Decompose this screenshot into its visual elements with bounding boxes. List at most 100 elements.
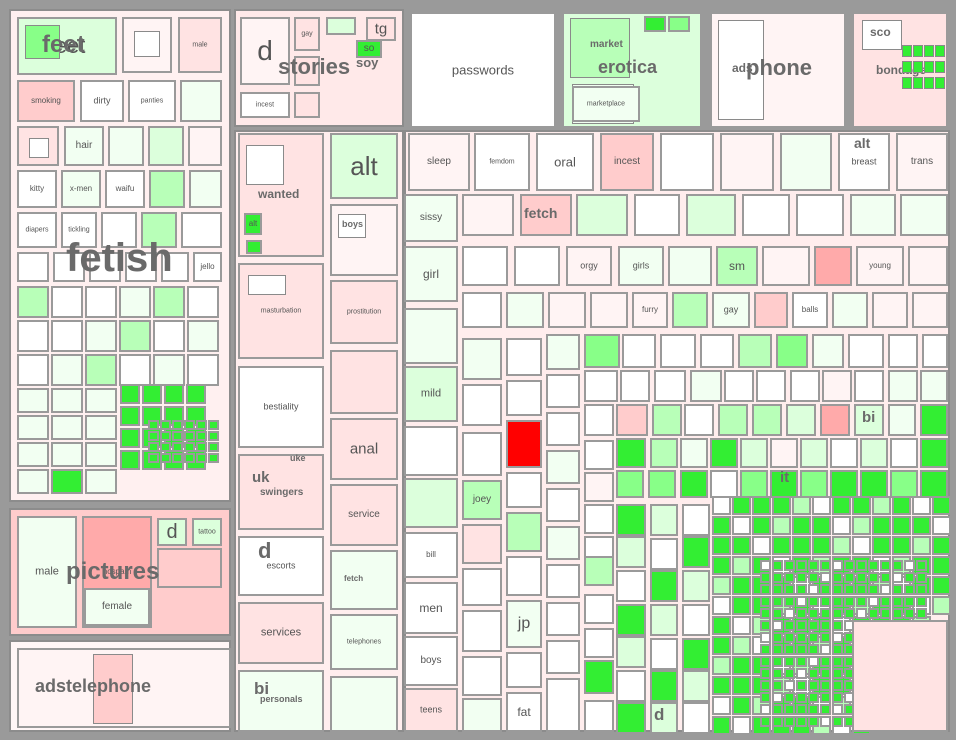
treemap-cell-c6 [180,80,222,122]
treemap-cell-c298 [682,670,710,702]
treemap-cell-c468 [760,596,771,607]
treemap-cell-c282 [616,604,646,636]
treemap-cell-c330 [832,536,851,555]
treemap-cell-c50 [51,415,83,440]
treemap-cell-men: men [404,582,458,634]
treemap-cell-c494 [904,608,915,619]
treemap-cell-c16 [189,170,222,208]
treemap-cell-c40 [17,354,49,386]
treemap-cell-c265 [830,470,858,498]
treemap-cell-c182 [404,426,458,476]
treemap-cell-c214 [546,640,580,674]
treemap-label-telephones: telephones [346,638,382,646]
treemap-cell-c274 [584,556,614,586]
treemap-cell-c233 [822,370,852,402]
treemap-cell-c536 [784,668,795,679]
treemap-cell-c296 [682,604,710,636]
treemap-cell-c240 [718,404,748,436]
treemap-cell-c290 [650,638,678,670]
treemap-cell-c295 [682,570,710,602]
treemap-cell-c204 [506,652,542,688]
treemap-cell-services: services [238,602,324,664]
treemap-cell-c25 [125,252,157,282]
treemap-cell-girls: girls [618,246,664,286]
treemap-cell-c165 [814,246,852,286]
treemap-cell-c46 [17,388,49,413]
treemap-cell-incest_mid: incest [600,133,654,191]
treemap-cell-c19 [101,212,137,248]
treemap-cell-c336 [712,556,731,575]
treemap-cell-c35 [51,320,83,352]
treemap-cell-c495 [916,608,927,619]
treemap-cell-escorts: escorts [238,536,324,596]
treemap-cell-c244 [854,404,884,436]
treemap-cell-furry: furry [632,292,668,328]
treemap-cell-c239 [684,404,714,436]
treemap-cell-c257 [920,438,948,468]
treemap-label-mild: mild [420,387,442,400]
treemap-cell-c552 [784,692,795,703]
treemap-cell-c302 [752,496,771,515]
treemap-cell-c56 [51,469,83,494]
treemap-subcell [902,61,912,73]
treemap-cell-c112 [294,92,320,118]
treemap-cell-joey: joey [462,480,502,520]
treemap-cell-c317 [812,516,831,535]
treemap-cell-male_pic: male [17,516,77,628]
treemap-cell-c501 [820,620,831,631]
treemap-cell-c41 [51,354,83,386]
treemap-cell-c560 [784,704,795,715]
treemap-cell-c546 [808,680,819,691]
treemap-cell-c20 [141,212,177,248]
treemap-cell-c291 [650,670,678,702]
treemap-label-tg: tg [374,20,388,38]
treemap-cell-c426 [760,560,771,571]
treemap-cell-c53 [51,442,83,467]
treemap-cell-c288 [650,570,678,602]
treemap-cell-marketplace: marketplace [572,86,640,122]
treemap-cell-c272 [584,504,614,534]
treemap-cell-c559 [772,704,783,715]
treemap-cell-so: so [356,40,382,58]
treemap-cell-c445 [820,572,831,583]
treemap-cell-c556 [832,692,843,703]
treemap-cell-c311 [932,496,951,515]
treemap-cell-c329 [812,536,831,555]
treemap-cell-c457 [796,584,807,595]
treemap-cell-c189 [462,384,502,426]
treemap-cell-c449 [868,572,879,583]
treemap-subcell [25,25,60,59]
treemap-cell-c460 [832,584,843,595]
treemap-cell-panties: panties [128,80,176,122]
treemap-cell-c23 [53,252,85,282]
treemap-label-incest_top: incest [255,101,275,109]
treemap-cell-balls: balls [792,292,828,328]
treemap-cell-c192 [462,524,502,564]
treemap-cell-c547 [820,680,831,691]
treemap-cell-c529 [796,656,807,667]
treemap-cell-c168 [462,292,502,328]
treemap-cell-bestiality: bestiality [238,366,324,448]
treemap-cell-c393 [712,656,731,675]
treemap-cell-c452 [904,572,915,583]
treemap-cell-c175 [754,292,788,328]
treemap-cell-c431 [820,560,831,571]
treemap-cell-c463 [868,584,879,595]
treemap-label-hair: hair [75,140,93,151]
treemap-cell-c94 [172,453,183,463]
treemap-cell-c219 [700,334,734,368]
treemap-cell-c70 [120,450,140,470]
treemap-cell-mild: mild [404,366,458,422]
treemap-cell-c519 [772,644,783,655]
treemap-cell-c153 [742,194,790,236]
treemap-cell-c188 [462,338,502,380]
treemap-cell-c327 [772,536,791,555]
treemap-cell-c469 [772,596,783,607]
treemap-cell-c482 [760,608,771,619]
treemap-cell-c224 [888,334,918,368]
treemap-cell-tg: tg [366,17,396,41]
treemap-cell-c117 [668,16,690,32]
treemap-cell-c127 [330,350,398,414]
treemap-cell-sleep: sleep [408,133,470,191]
treemap-cell-c286 [650,504,678,536]
